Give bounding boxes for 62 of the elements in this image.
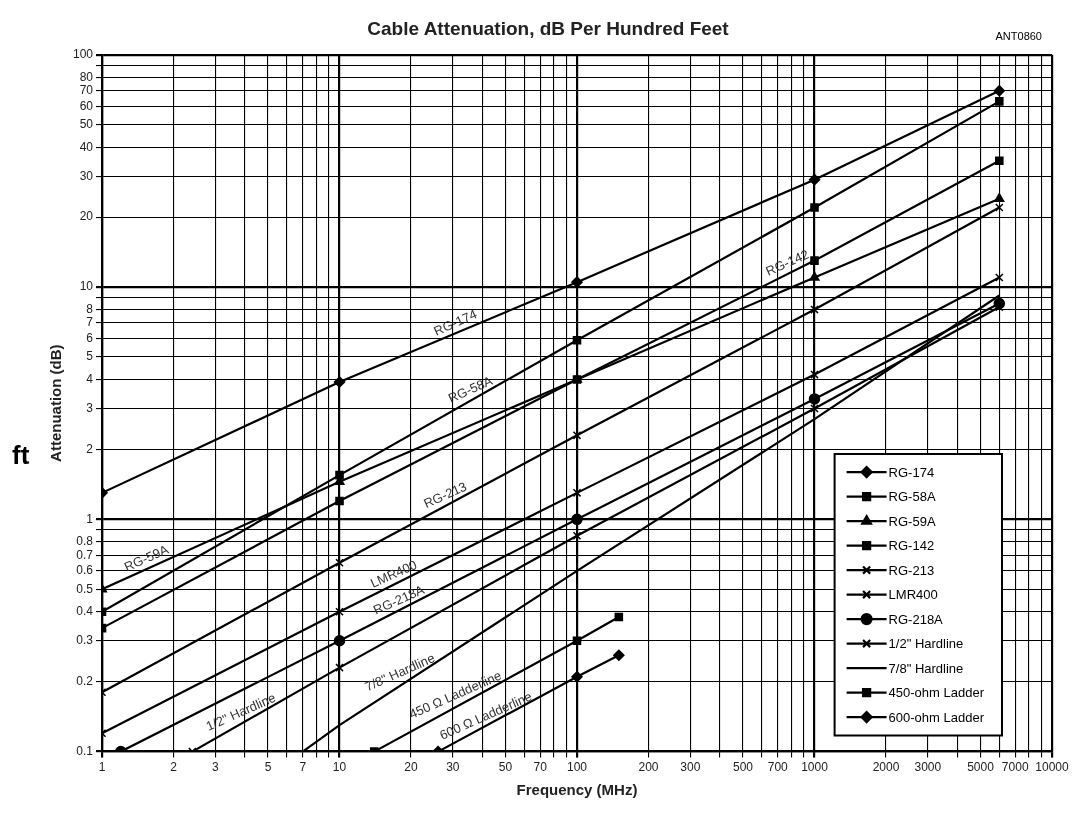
y-tick-label: 0.1: [76, 743, 94, 758]
x-tick-label: 700: [767, 760, 789, 775]
legend-label: RG-213: [888, 562, 935, 578]
x-tick-label: 3: [211, 760, 219, 775]
x-tick-label: 100: [567, 760, 588, 775]
legend-label: RG-218A: [888, 611, 944, 627]
x-tick-label: 500: [733, 760, 754, 775]
x-tick-label: 1000: [801, 760, 829, 775]
y-tick-label: 70: [79, 83, 94, 98]
y-tick-label: 8: [86, 301, 94, 316]
y-tick-label: 100: [72, 47, 94, 62]
x-tick-label: 7000: [1001, 760, 1029, 775]
x-tick-label: 7: [299, 760, 307, 775]
y-tick-label: 4: [86, 371, 94, 386]
text: ANT0860: [995, 30, 1042, 43]
x-tick-label: 3000: [914, 760, 942, 775]
y-tick-label: 0.3: [76, 633, 94, 648]
y-tick-label: 80: [79, 69, 94, 84]
y-tick-label: 0.4: [76, 604, 94, 619]
y-tick-label: 0.6: [76, 563, 94, 578]
y-tick-label: 6: [86, 330, 94, 345]
x-tick-label: 10000: [1035, 760, 1070, 775]
x-tick-label: 10: [332, 760, 347, 775]
x-tick-label: 200: [638, 760, 659, 775]
y-tick-label: 0.2: [76, 673, 94, 688]
y-tick-label: 3: [86, 400, 94, 415]
legend-label: LMR400: [888, 587, 938, 603]
y-tick-label: 0.7: [76, 547, 94, 562]
y-tick-label: 20: [79, 209, 94, 224]
x-tick-label: 30: [446, 760, 460, 775]
chart-title: Cable Attenuation, dB Per Hundred Feet: [367, 17, 730, 39]
legend-label: 1/2" Hardline: [888, 636, 964, 652]
x-tick-label: 2: [170, 760, 178, 775]
legend-label: 600-ohm Ladder: [888, 709, 985, 725]
x-tick-label: 5: [264, 760, 272, 775]
y-tick-label: 10: [79, 279, 94, 294]
y-tick-label: 5: [86, 349, 94, 364]
y-tick-label: 1: [86, 511, 94, 526]
legend-label: RG-58A: [888, 489, 936, 505]
text: ft: [12, 440, 30, 471]
legend-label: RG-174: [888, 464, 935, 480]
y-tick-label: 40: [79, 139, 94, 154]
legend-label: RG-59A: [888, 513, 936, 529]
y-axis-title: Attenuation (dB): [47, 344, 65, 462]
x-axis-title: Frequency (MHz): [516, 781, 638, 799]
y-tick-label: 60: [79, 98, 94, 113]
y-tick-label: 7: [86, 315, 94, 330]
x-tick-label: 70: [533, 760, 548, 775]
legend-label: RG-142: [888, 538, 935, 554]
x-tick-label: 1: [98, 760, 106, 775]
y-tick-label: 50: [79, 117, 94, 132]
x-tick-label: 5000: [967, 760, 995, 775]
legend-label: 450-ohm Ladder: [888, 685, 985, 701]
legend-label: 7/8" Hardline: [888, 660, 964, 676]
x-tick-label: 300: [680, 760, 701, 775]
x-tick-label: 20: [404, 760, 418, 775]
y-tick-label: 30: [79, 168, 94, 183]
y-tick-label: 0.8: [76, 534, 94, 549]
x-tick-label: 2000: [872, 760, 900, 775]
x-tick-label: 50: [498, 760, 513, 775]
y-tick-label: 0.5: [76, 581, 94, 596]
y-tick-label: 2: [86, 441, 94, 456]
